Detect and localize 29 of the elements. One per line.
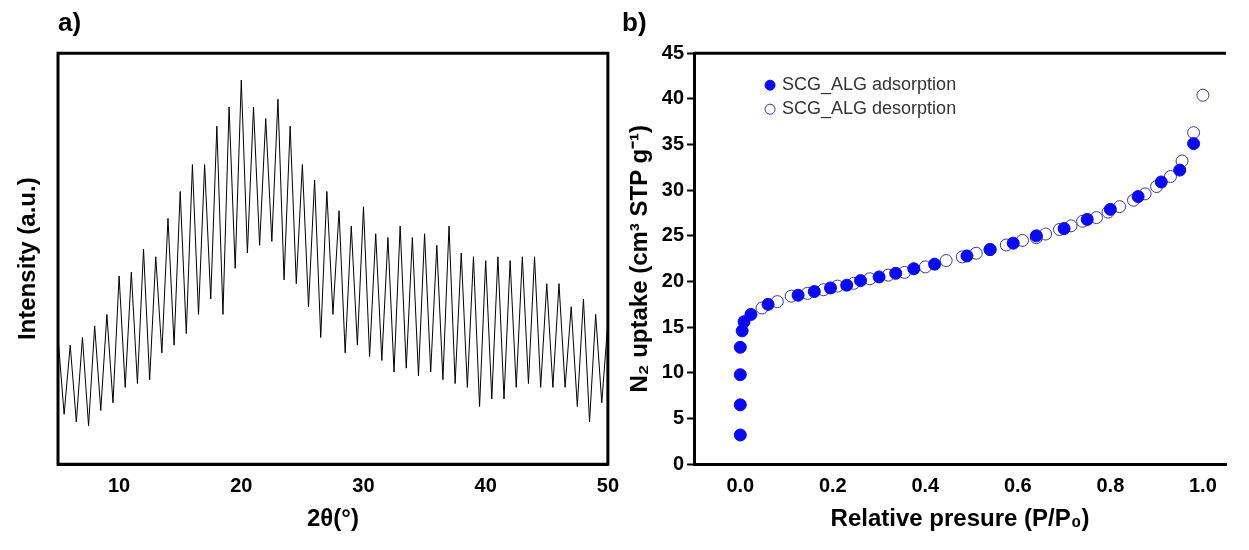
y-tick-label: 25 [661,223,685,246]
y-tick-label: 20 [661,269,685,292]
y-tick-label: 35 [661,132,685,155]
y-axis-title: N₂ uptake (cm³ STP g⁻¹) [625,124,653,393]
x-tick-label: 0.4 [911,473,941,496]
x-tick-label: 0.0 [726,473,755,496]
x-axis-title: Relative presure (P/P₀) [830,504,1090,532]
y-tick-label: 15 [661,314,685,337]
chart-title: a) [58,6,82,37]
legend-label: SCG_ALG adsorption [782,74,957,96]
x-tick-label: 50 [596,473,619,496]
y-tick-label: 0 [672,451,685,474]
legend-label: SCG_ALG desorption [782,98,957,120]
x-tick-label: 10 [107,473,131,496]
y-tick-label: 10 [661,360,685,383]
x-axis-title: 2θ(°) [306,504,359,532]
y-tick-label: 40 [661,86,685,109]
y-tick-label: 5 [672,406,685,429]
chart-title: b) [622,6,647,37]
x-tick-label: 20 [230,473,253,496]
y-axis-title: Intensity (a.u.) [12,177,40,341]
x-tick-label: 0.2 [818,473,847,496]
x-tick-label: 30 [352,473,375,496]
x-tick-label: 1.0 [1188,473,1217,496]
y-tick-label: 45 [661,40,685,63]
x-tick-label: 0.8 [1096,473,1125,496]
y-tick-label: 30 [661,177,685,200]
x-tick-label: 40 [474,473,497,496]
x-tick-label: 0.6 [1003,473,1032,496]
